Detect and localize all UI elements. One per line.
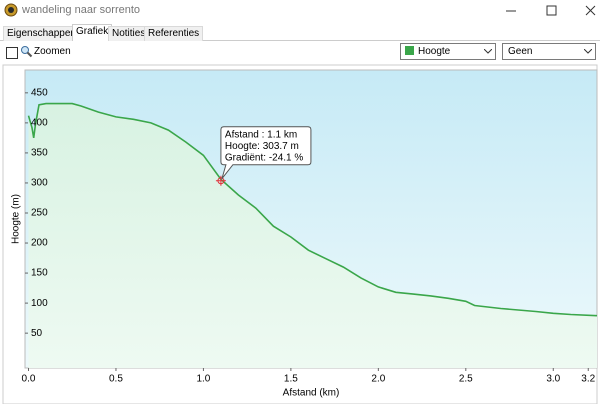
zoom-label: Zoomen: [34, 46, 71, 57]
y-tick-label: 150: [31, 268, 48, 279]
x-axis-title: Afstand (km): [283, 388, 340, 399]
zoom-icon: [21, 46, 33, 58]
elevation-line: [27, 102, 598, 317]
tab-divider: [0, 40, 600, 41]
dropdown-arrow: [584, 49, 592, 54]
y-tick-label: 200: [31, 238, 48, 249]
window-title: wandeling naar sorrento: [22, 4, 141, 16]
y-tick-label: 250: [31, 208, 48, 219]
secondary-dropdown[interactable]: Geen: [502, 43, 596, 60]
metric-dropdown[interactable]: Hoogte: [400, 43, 496, 60]
area-fill: [28, 103, 597, 368]
x-tick-label: 2.5: [459, 374, 473, 385]
x-tick-label: 3.0: [546, 374, 560, 385]
y-tick-label: 300: [31, 178, 48, 189]
legend-swatch: [405, 46, 414, 55]
x-tick-label: 1.5: [284, 374, 298, 385]
maximize-button[interactable]: [546, 5, 557, 16]
y-tick-label: 350: [31, 148, 48, 159]
y-tick-label: 100: [31, 298, 48, 309]
x-tick-label: 0.0: [22, 374, 36, 385]
dropdown-arrow: [484, 49, 492, 54]
x-tick-label: 2.0: [371, 374, 385, 385]
position-marker: [215, 175, 226, 186]
y-tick-label: 400: [31, 118, 48, 129]
tooltip-text: Hoogte: 303.7 m: [225, 141, 299, 152]
zoom-checkbox[interactable]: [6, 47, 18, 59]
secondary-label: Geen: [508, 46, 533, 57]
tooltip-text: Gradiënt: -24.1 %: [225, 152, 303, 163]
close-button[interactable]: [585, 5, 596, 16]
marker-part: [215, 175, 226, 186]
tooltip-text: Afstand : 1.1 km: [225, 129, 297, 140]
y-tick-label: 450: [31, 87, 48, 98]
legend-label: Hoogte: [418, 46, 451, 57]
y-axis-title: Hoogte (m): [11, 194, 22, 244]
tooltip-box: [220, 126, 312, 180]
x-tick-label: 0.5: [109, 374, 123, 385]
tab[interactable]: Referenties: [144, 26, 204, 41]
window-buttons: [506, 5, 596, 16]
app-icon: [4, 3, 18, 17]
x-tick-label: 3.2: [581, 374, 595, 385]
x-tick-label: 1.0: [196, 374, 210, 385]
y-tick-label: 50: [31, 328, 43, 339]
